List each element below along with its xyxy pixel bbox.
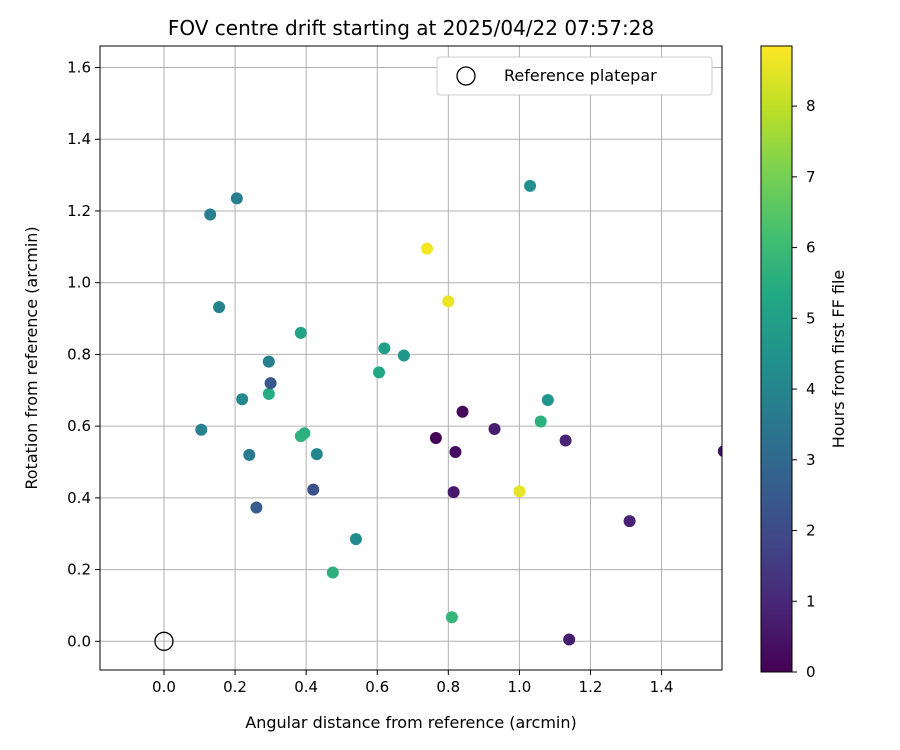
x-tick-label: 0.4 <box>294 678 318 696</box>
x-tick-label: 1.4 <box>650 678 674 696</box>
y-tick-label: 0.8 <box>67 345 91 363</box>
colorbar-tick-label: 3 <box>806 451 816 469</box>
data-point <box>449 445 462 458</box>
colorbar-tick-label: 0 <box>806 663 816 681</box>
y-axis-ticks: 0.0 0.2 0.4 0.6 0.8 1.0 1.2 1.4 1.6 <box>67 59 100 650</box>
x-tick-label: 0.8 <box>436 678 460 696</box>
x-tick-label: 1.2 <box>579 678 603 696</box>
y-tick-label: 0.4 <box>67 489 91 507</box>
x-axis-ticks: 0.0 0.2 0.4 0.6 0.8 1.0 1.2 1.4 <box>152 670 674 696</box>
data-point <box>541 393 554 406</box>
x-tick-label: 0.6 <box>365 678 389 696</box>
colorbar-tick-label: 8 <box>806 97 816 115</box>
data-point <box>534 415 547 428</box>
colorbar-tick-label: 1 <box>806 592 816 610</box>
colorbar-label: Hours from first FF file <box>829 270 848 449</box>
plot-frame <box>99 45 723 671</box>
data-point <box>204 208 217 221</box>
legend-box <box>436 56 713 96</box>
data-point <box>420 242 433 255</box>
legend-marker <box>456 66 476 86</box>
colorbar-ticks: 0 1 2 3 4 5 6 7 8 <box>792 97 816 681</box>
data-point <box>524 179 537 192</box>
data-point <box>262 355 275 368</box>
data-point <box>373 366 386 379</box>
data-point <box>262 387 275 400</box>
data-points <box>195 179 722 646</box>
y-tick-label: 1.6 <box>67 59 91 77</box>
reference-point <box>154 631 174 651</box>
grid <box>100 46 722 670</box>
data-point <box>307 483 320 496</box>
data-point <box>442 295 455 308</box>
data-point <box>243 448 256 461</box>
data-point <box>445 611 458 624</box>
data-point <box>456 405 469 418</box>
colorbar-tick-label: 4 <box>806 380 816 398</box>
data-point <box>447 486 460 499</box>
colorbar-tick-label: 6 <box>806 239 816 257</box>
colorbar-tick-label: 7 <box>806 168 816 186</box>
y-tick-label: 1.0 <box>67 274 91 292</box>
data-point <box>717 445 722 457</box>
y-tick-label: 1.2 <box>67 202 91 220</box>
data-point <box>513 485 526 498</box>
x-axis-label: Angular distance from reference (arcmin) <box>245 713 576 732</box>
y-tick-label: 0.2 <box>67 561 91 579</box>
data-point <box>213 301 226 314</box>
x-tick-label: 0.0 <box>152 678 176 696</box>
y-tick-label: 1.4 <box>67 130 91 148</box>
y-tick-label: 0.0 <box>67 632 91 650</box>
data-point <box>623 515 636 528</box>
data-point <box>397 349 410 362</box>
data-point <box>195 423 208 436</box>
x-tick-label: 0.2 <box>223 678 247 696</box>
colorbar: 0 1 2 3 4 5 6 7 8 Hours from first FF file <box>760 45 848 681</box>
data-point <box>236 393 249 406</box>
y-tick-label: 0.6 <box>67 417 91 435</box>
legend: Reference platepar <box>436 56 713 96</box>
chart-title: FOV centre drift starting at 2025/04/22 … <box>168 16 654 40</box>
colorbar-tick-label: 2 <box>806 522 816 540</box>
data-point <box>310 448 323 461</box>
colorbar-tick-label: 5 <box>806 309 816 327</box>
colorbar-gradient <box>760 45 793 673</box>
data-point <box>298 427 311 440</box>
legend-label: Reference platepar <box>504 66 657 85</box>
data-point <box>349 533 362 546</box>
data-point <box>559 434 572 447</box>
data-point <box>488 423 501 436</box>
data-point <box>429 431 442 444</box>
data-point <box>563 633 576 646</box>
data-point <box>294 326 307 339</box>
data-point <box>326 566 339 579</box>
data-point <box>250 501 263 514</box>
plot-background <box>100 46 722 670</box>
y-axis-label: Rotation from reference (arcmin) <box>22 226 41 489</box>
data-point <box>378 342 391 355</box>
x-tick-label: 1.0 <box>507 678 531 696</box>
data-point <box>230 192 243 205</box>
data-point <box>264 377 277 390</box>
